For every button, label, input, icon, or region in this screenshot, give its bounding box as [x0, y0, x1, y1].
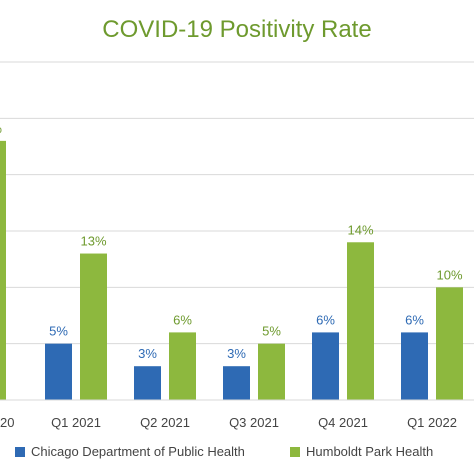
x-tick-labels: 20 Q1 2021 Q2 2021 Q3 2021 Q4 2021 Q1 2022: [0, 415, 457, 430]
legend-label-hph: Humboldt Park Health: [306, 444, 433, 459]
data-label-cdph-2: 3%: [138, 346, 157, 361]
bar-hph-1: [80, 253, 107, 400]
bar-cdph-3: [223, 366, 250, 400]
data-label-cdph-5: 6%: [405, 312, 424, 327]
data-label-cdph-4: 6%: [316, 312, 335, 327]
x-tick-label-2: Q2 2021: [140, 415, 190, 430]
legend: Chicago Department of Public Health Humb…: [15, 444, 433, 459]
data-labels: 8% 5% 13% 3% 6% 3% 5% 6% 14% 6% 10%: [0, 121, 463, 361]
legend-label-cdph: Chicago Department of Public Health: [31, 444, 245, 459]
data-label-hph-5: 10%: [436, 267, 462, 282]
bars: [0, 140, 463, 400]
data-label-hph-1: 13%: [80, 234, 106, 249]
legend-swatch-hph: [290, 447, 300, 457]
x-tick-label-5: Q1 2022: [407, 415, 457, 430]
x-tick-label-1: Q1 2021: [51, 415, 101, 430]
bar-hph-2: [169, 332, 196, 400]
x-tick-label-4: Q4 2021: [318, 415, 368, 430]
chart-title: COVID-19 Positivity Rate: [102, 16, 371, 43]
bar-hph-5: [436, 287, 463, 400]
data-label-hph-3: 5%: [262, 324, 281, 339]
bar-hph-3: [258, 343, 285, 400]
data-label-hph-2: 6%: [173, 312, 192, 327]
x-tick-label-3: Q3 2021: [229, 415, 279, 430]
bar-cdph-1: [45, 343, 72, 400]
gridlines: [0, 61, 474, 345]
bar-cdph-5: [401, 332, 428, 400]
data-label-cdph-1: 5%: [49, 324, 68, 339]
data-label-hph-4: 14%: [347, 222, 373, 237]
legend-swatch-cdph: [15, 447, 25, 457]
data-label-cdph-3: 3%: [227, 346, 246, 361]
bar-hph-0: [0, 140, 6, 400]
data-label-hph-0: 8%: [0, 121, 2, 136]
bar-cdph-4: [312, 332, 339, 400]
x-tick-label-0: 20: [0, 415, 14, 430]
bar-cdph-2: [134, 366, 161, 400]
bar-hph-4: [347, 242, 374, 400]
